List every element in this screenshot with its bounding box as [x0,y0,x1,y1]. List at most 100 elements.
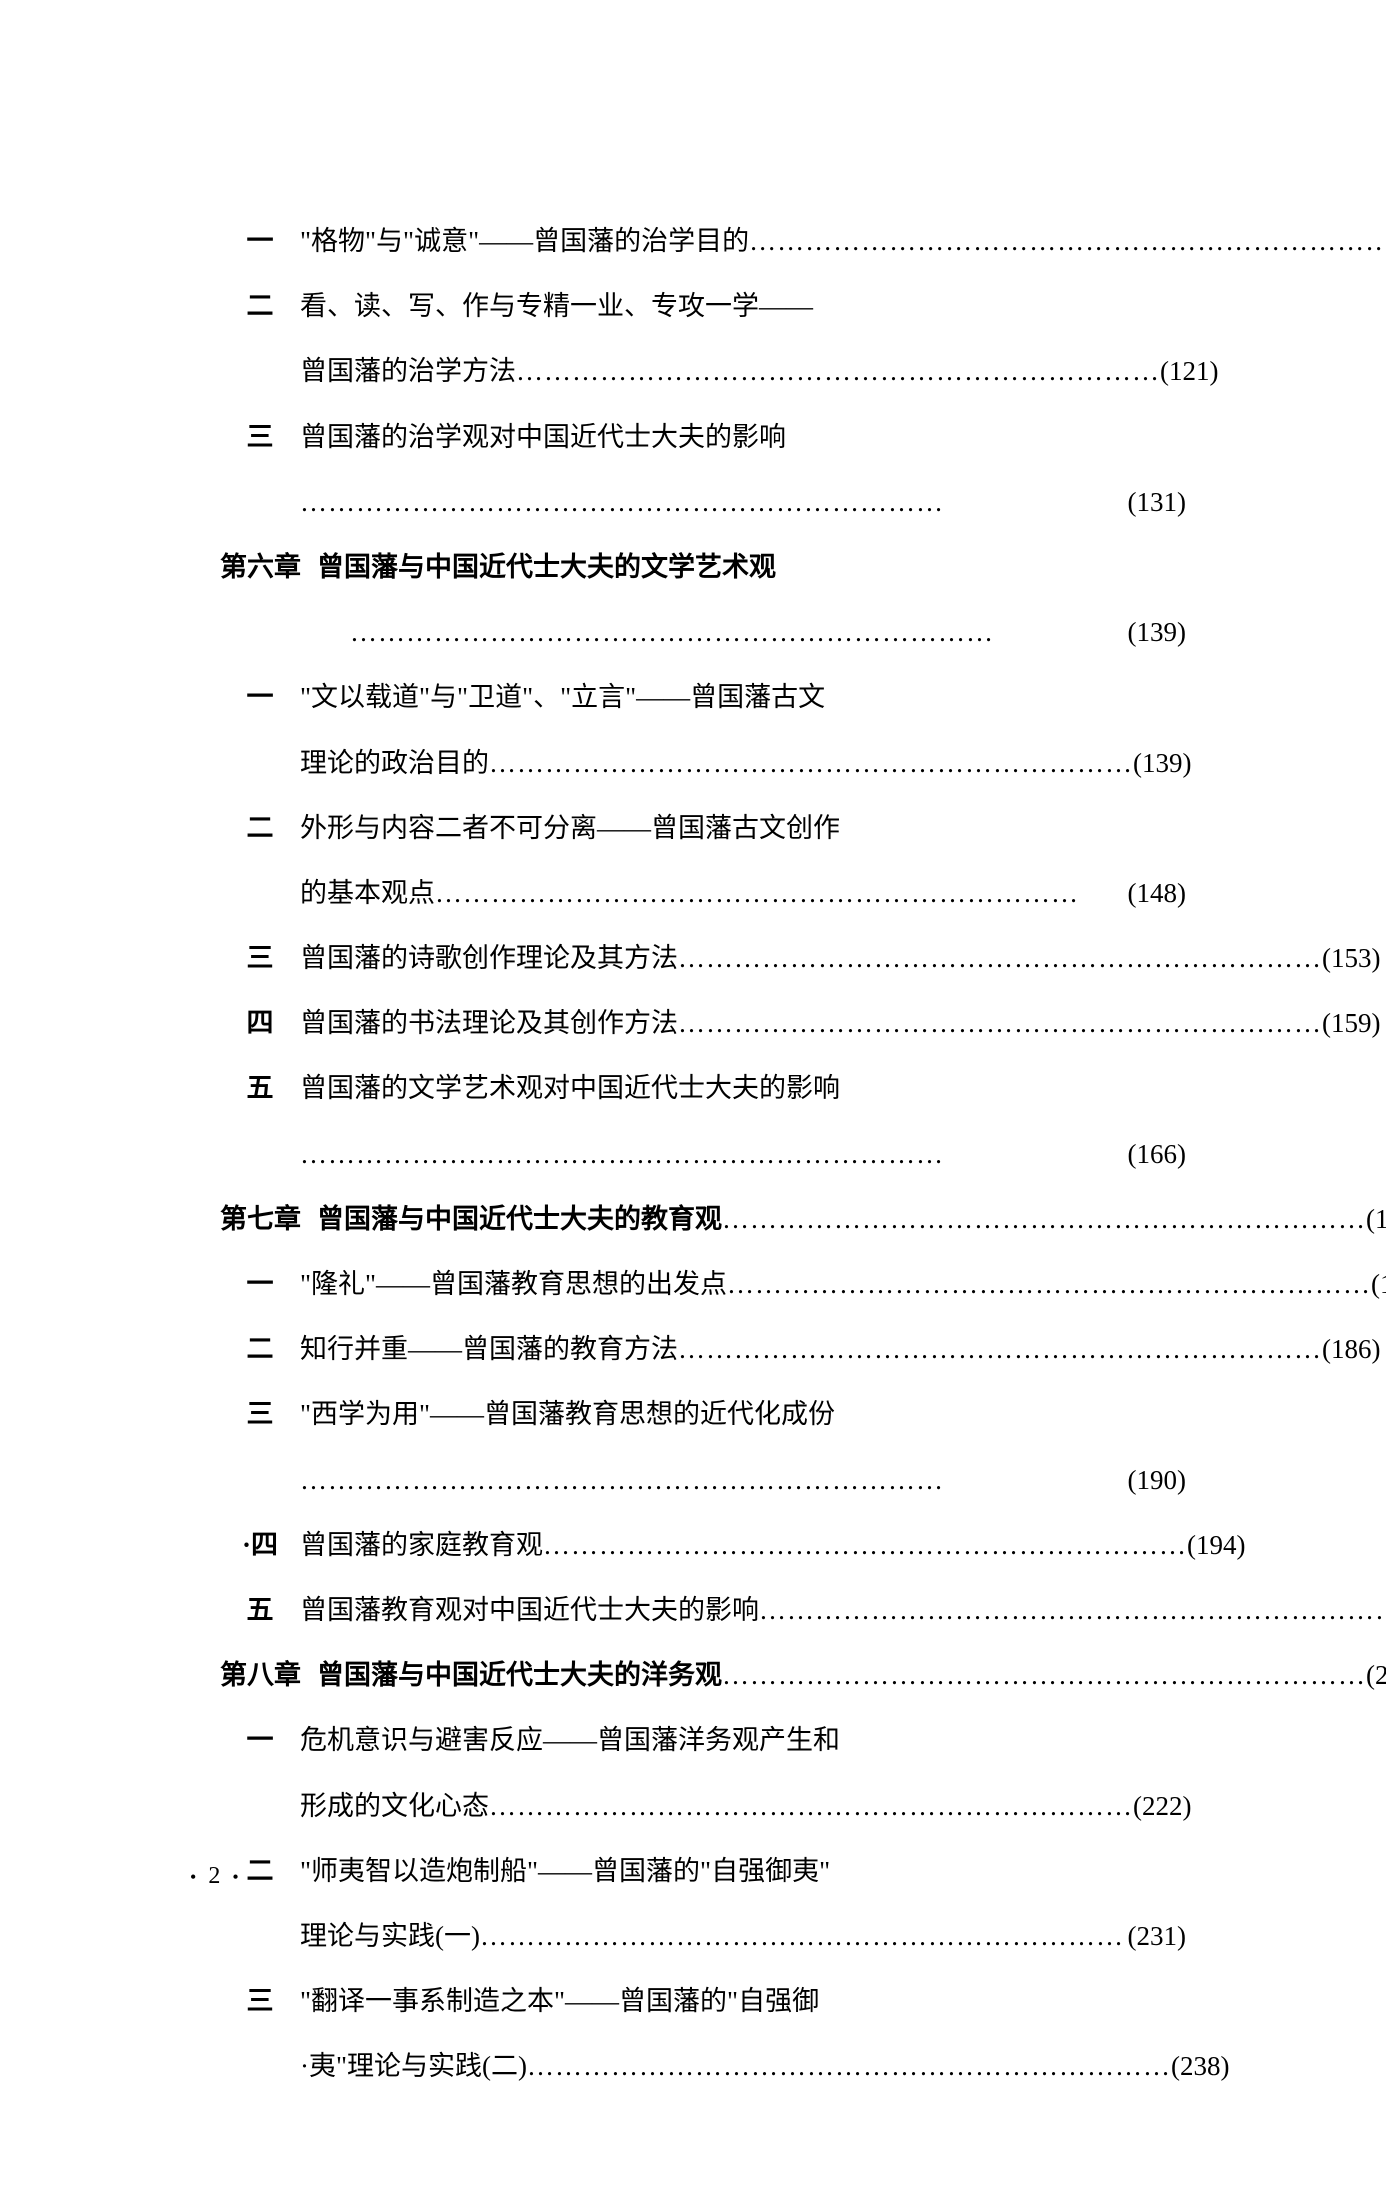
section-title: "师夷智以造炮制船"——曾国藩的"自强御夷" [300,1850,830,1893]
toc-content: 曾国藩的家庭教育观 …………………………………………………………… (194) [300,1524,1245,1567]
bullet-icon: • [190,1867,196,1887]
page-ref: (238) [1171,2045,1229,2088]
section-marker: 三 [220,416,300,459]
leader-dots: …………………………………………………………… [722,1198,1366,1241]
toc-content: "西学为用"——曾国藩教育思想的近代化成份 [300,1393,1186,1436]
toc-content: 危机意识与避害反应——曾国藩洋务观产生和 [300,1719,1186,1762]
page-ref: (153) [1322,937,1380,980]
section-marker: 三 [220,937,300,980]
chapter-heading: 第六章 曾国藩与中国近代士大夫的文学艺术观 [220,546,1186,589]
section-title: 曾国藩教育观对中国近代士大夫的影响 [300,1589,759,1632]
toc-container: 一 "格物"与"诚意"——曾国藩的治学目的 ………………………………………………… [0,0,1386,2190]
toc-entry: 二 知行并重——曾国藩的教育方法 ……………………………………………………………… [220,1328,1186,1371]
section-title: "格物"与"诚意"——曾国藩的治学目的 [300,220,749,263]
toc-dots-line: …………………………………………………………… (139) [220,611,1186,654]
toc-entry: 二 看、读、写、作与专精一业、专攻一学—— [220,285,1186,328]
leader-dots: …………………………………………………………… [435,872,1128,915]
section-title: "隆礼"——曾国藩教育思想的出发点 [300,1263,727,1306]
section-marker: 一 [220,1719,300,1762]
page-ref: (194) [1187,1524,1245,1567]
toc-content: 知行并重——曾国藩的教育方法 …………………………………………………………… (… [300,1328,1380,1371]
section-title-cont: 理论与实践(一) [300,1915,480,1958]
leader-dots: …………………………………………………………… [527,2045,1171,2088]
leader-dots: …………………………………………………………… [678,937,1322,980]
leader-dots: …………………………………………………………… [300,481,1128,524]
toc-dots-line: …………………………………………………………… (190) [220,1459,1186,1502]
section-title: 曾国藩的文学艺术观对中国近代士大夫的影响 [300,1067,840,1110]
toc-entry: 二 外形与内容二者不可分离——曾国藩古文创作 [220,807,1186,850]
section-title-cont: 曾国藩的治学方法 [300,350,516,393]
chapter-label: 第八章 [220,1654,301,1697]
leader-dots: …………………………………………………………… [516,350,1160,393]
toc-entry: 五 曾国藩的文学艺术观对中国近代士大夫的影响 [220,1067,1186,1110]
section-marker: 二 [220,285,300,328]
toc-entry: 三 "翻译一事系制造之本"——曾国藩的"自强御 [220,1980,1186,2023]
leader-dots: …………………………………………………………… [727,1263,1371,1306]
toc-continuation: 的基本观点 …………………………………………………………… (148) [220,872,1186,915]
toc-entry: 三 曾国藩的诗歌创作理论及其方法 ……………………………………………………………… [220,937,1186,980]
toc-content: 曾国藩的诗歌创作理论及其方法 …………………………………………………………… (… [300,937,1380,980]
toc-entry: 三 "西学为用"——曾国藩教育思想的近代化成份 [220,1393,1186,1436]
toc-content: "格物"与"诚意"——曾国藩的治学目的 ……………………………………………………… [300,220,1386,263]
page-number: • 2 • [190,1863,239,1890]
page-ref: (186) [1322,1328,1380,1371]
toc-content: "师夷智以造炮制船"——曾国藩的"自强御夷" [300,1850,1186,1893]
leader-dots: …………………………………………………………… [749,220,1386,263]
toc-continuation: 理论与实践(一) …………………………………………………………… (231) [220,1915,1186,1958]
leader-dots: …………………………………………………………… [722,1654,1366,1697]
leader-dots: …………………………………………………………… [678,1328,1322,1371]
section-title: 曾国藩的书法理论及其创作方法 [300,1002,678,1045]
page-ref: (166) [1128,1133,1186,1176]
section-marker: 一 [220,220,300,263]
chapter-heading: 第八章 曾国藩与中国近代士大夫的洋务观 ……………………………………………………… [220,1654,1186,1697]
toc-content: "文以载道"与"卫道"、"立言"——曾国藩古文 [300,676,1186,719]
leader-dots: …………………………………………………………… [350,611,1128,654]
page-ref: (139) [1128,611,1186,654]
section-title-cont: 的基本观点 [300,872,435,915]
section-marker: 二 [220,1328,300,1371]
page-ref: (148) [1128,872,1186,915]
section-marker: 一 [220,1263,300,1306]
chapter-title: 曾国藩与中国近代士大夫的文学艺术观 [317,546,776,589]
page-ref: (179) [1371,1263,1386,1306]
page-ref: (131) [1128,481,1186,524]
leader-dots: …………………………………………………………… [300,1459,1128,1502]
bullet-icon: • [232,1867,238,1887]
toc-content: 的基本观点 …………………………………………………………… (148) [300,872,1186,915]
section-title-cont: 理论的政治目的 [300,742,489,785]
section-title: 看、读、写、作与专精一业、专攻一学—— [300,285,813,328]
toc-content: 外形与内容二者不可分离——曾国藩古文创作 [300,807,1186,850]
chapter-content: 曾国藩与中国近代士大夫的洋务观 …………………………………………………………… … [317,1654,1386,1697]
chapter-content: 曾国藩与中国近代士大夫的文学艺术观 [317,546,1186,589]
section-title: "西学为用"——曾国藩教育思想的近代化成份 [300,1393,835,1436]
section-title: 曾国藩的家庭教育观 [300,1524,543,1567]
chapter-content: 曾国藩与中国近代士大夫的教育观 …………………………………………………………… … [317,1198,1386,1241]
toc-content: 看、读、写、作与专精一业、专攻一学—— [300,285,1186,328]
toc-entry: 一 危机意识与避害反应——曾国藩洋务观产生和 [220,1719,1186,1762]
toc-content: 曾国藩的治学观对中国近代士大夫的影响 [300,416,1186,459]
section-title: 危机意识与避害反应——曾国藩洋务观产生和 [300,1719,840,1762]
leader-dots: …………………………………………………………… [543,1524,1187,1567]
toc-content: 形成的文化心态 …………………………………………………………… (222) [300,1785,1191,1828]
chapter-label: 第七章 [220,1198,301,1241]
section-marker: 三 [220,1980,300,2023]
toc-continuation: ·夷"理论与实践(二) …………………………………………………………… (238… [220,2045,1186,2088]
toc-content: 理论的政治目的 …………………………………………………………… (139) [300,742,1191,785]
toc-dots-line: …………………………………………………………… (131) [220,481,1186,524]
leader-dots: …………………………………………………………… [480,1915,1128,1958]
section-marker: 五 [220,1067,300,1110]
page-ref: (222) [1133,1785,1191,1828]
page-ref: (121) [1160,350,1218,393]
page-ref: (231) [1128,1915,1186,1958]
toc-entry: 一 "文以载道"与"卫道"、"立言"——曾国藩古文 [220,676,1186,719]
toc-content: 理论与实践(一) …………………………………………………………… (231) [300,1915,1186,1958]
section-title: 曾国藩的治学观对中国近代士大夫的影响 [300,416,786,459]
toc-entry: 四 曾国藩的书法理论及其创作方法 ……………………………………………………………… [220,1002,1186,1045]
leader-dots: …………………………………………………………… [759,1589,1386,1632]
page-ref: (190) [1128,1459,1186,1502]
section-marker: 二 [220,807,300,850]
page-ref: (159) [1322,1002,1380,1045]
toc-content: 曾国藩的治学方法 …………………………………………………………… (121) [300,350,1218,393]
leader-dots: …………………………………………………………… [300,1133,1128,1176]
toc-continuation: 形成的文化心态 …………………………………………………………… (222) [220,1785,1186,1828]
